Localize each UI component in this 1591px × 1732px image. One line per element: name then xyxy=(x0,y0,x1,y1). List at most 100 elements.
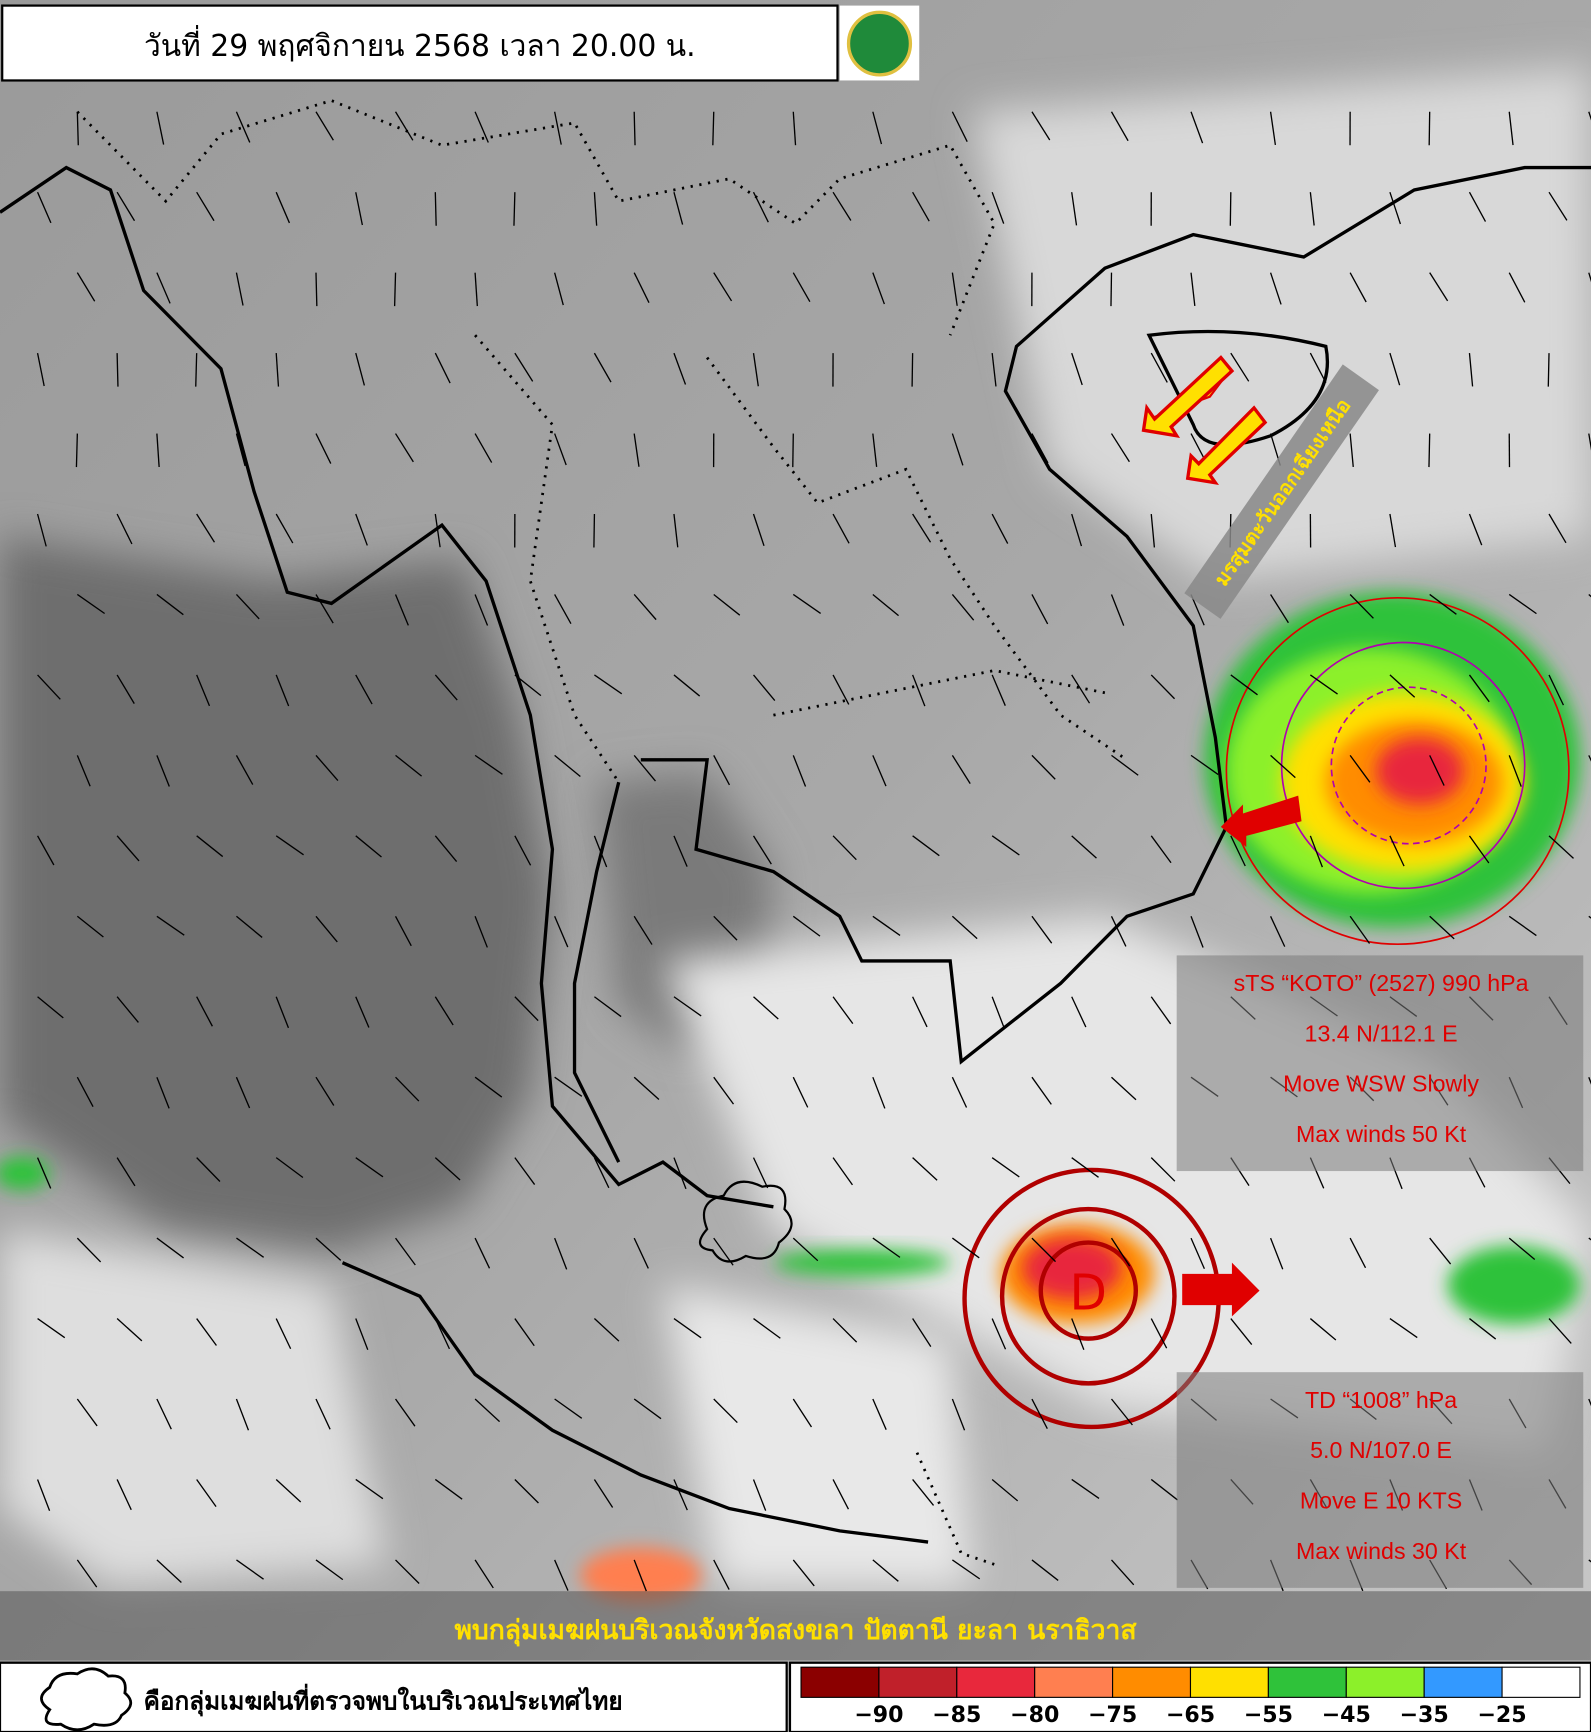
color-scale: −90 −85 −80 −75 −65 −55 −45 −35 −25 xyxy=(800,1666,1581,1728)
rain-cloud-marker xyxy=(699,1180,793,1263)
wind-barb xyxy=(872,1237,901,1258)
storm-info-line: Max winds 30 Kt xyxy=(1296,1538,1467,1564)
wind-barb xyxy=(713,1398,738,1424)
wind-barb xyxy=(752,1157,769,1189)
wind-barb xyxy=(434,513,441,548)
wind-barb xyxy=(1429,1237,1452,1265)
wind-barb xyxy=(355,996,370,1028)
wind-barb xyxy=(912,996,928,1028)
wind-barb xyxy=(554,916,569,948)
wind-barb xyxy=(116,513,133,545)
wind-barb xyxy=(275,513,294,544)
wind-barb xyxy=(792,593,822,614)
wind-barb xyxy=(75,433,79,468)
wind-barb xyxy=(1468,353,1474,387)
scale-swatch xyxy=(956,1666,1036,1698)
depression-symbol: D xyxy=(1070,1264,1107,1321)
wind-barb xyxy=(872,915,901,936)
wind-barb xyxy=(1270,754,1296,779)
storm-info-line: Max winds 50 Kt xyxy=(1296,1121,1467,1147)
wind-barb xyxy=(1111,754,1139,776)
wind-barb xyxy=(912,1479,935,1506)
wind-barb xyxy=(792,1398,813,1428)
wind-barb xyxy=(1031,1559,1059,1581)
wind-barb xyxy=(713,915,738,941)
wind-barb xyxy=(156,915,185,936)
wind-barb xyxy=(76,272,96,302)
wind-barb xyxy=(1349,272,1367,303)
cloud-region xyxy=(972,67,1591,582)
wind-barb xyxy=(434,1478,463,1500)
wind-barb xyxy=(474,1398,501,1423)
wind-barb xyxy=(1031,754,1056,780)
wind-barb xyxy=(792,915,821,937)
wind-barb xyxy=(116,1157,136,1187)
wind-barb xyxy=(872,272,885,305)
wind-barb xyxy=(235,272,244,306)
wind-barb xyxy=(633,754,656,782)
wind-barb xyxy=(1468,674,1490,703)
wind-barb xyxy=(951,433,964,466)
wind-barb xyxy=(991,1478,1019,1502)
storm-info-line: Move E 10 KTS xyxy=(1300,1487,1462,1513)
wind-barb xyxy=(1071,674,1091,704)
wind-barb xyxy=(712,111,715,146)
wind-barb xyxy=(1110,433,1130,463)
wind-barb xyxy=(355,1157,384,1178)
scale-swatch xyxy=(800,1666,880,1698)
wind-barb xyxy=(275,1478,302,1503)
wind-barb xyxy=(593,835,608,868)
wind-barb xyxy=(832,513,850,544)
wind-barb xyxy=(593,352,612,383)
wind-barb xyxy=(474,594,489,626)
wind-barb xyxy=(76,915,104,938)
wind-barb xyxy=(474,111,489,143)
scale-swatch xyxy=(1423,1666,1503,1698)
wind-barb xyxy=(196,674,211,707)
wind-barb xyxy=(1110,594,1125,626)
wind-barb xyxy=(673,1318,702,1339)
wind-barb xyxy=(116,353,119,387)
wind-barb xyxy=(1588,433,1591,451)
scale-label: −80 xyxy=(1010,1702,1059,1728)
wind-barb xyxy=(1269,1237,1284,1270)
wind-barb xyxy=(1349,433,1354,467)
wind-barb xyxy=(991,191,1005,224)
wind-barb xyxy=(1071,352,1083,386)
wind-barb xyxy=(792,433,794,468)
wind-barb xyxy=(474,1559,494,1589)
wind-barb xyxy=(832,1318,858,1343)
wind-barb xyxy=(1309,1318,1337,1341)
wind-barb xyxy=(394,433,414,463)
wind-barb xyxy=(1071,835,1097,859)
wind-barb xyxy=(1468,191,1487,222)
wind-barb xyxy=(196,513,216,543)
wind-barb xyxy=(275,1157,304,1179)
wind-barb xyxy=(156,433,160,468)
wind-barb xyxy=(514,352,534,382)
wind-barb xyxy=(753,674,776,702)
wind-barb xyxy=(792,755,807,787)
wind-barb xyxy=(792,111,797,146)
wind-barb xyxy=(554,1398,583,1419)
typhoon-clouds xyxy=(1204,592,1580,946)
scale-swatch xyxy=(1345,1666,1425,1698)
wind-barb xyxy=(434,192,437,226)
wind-barb xyxy=(1548,674,1565,706)
rain-cloud-note: พบกลุ่มเมฆฝนบริเวณจังหวัดสงขลา ปัตตานี ย… xyxy=(454,1615,1137,1647)
cloud-icon xyxy=(40,1667,133,1732)
wind-barb xyxy=(951,272,958,306)
wind-barb xyxy=(792,1076,809,1108)
storm-info-line: sTS “KOTO” (2527) 990 hPa xyxy=(1234,970,1529,996)
wind-barb xyxy=(1190,594,1205,626)
scale-label: −25 xyxy=(1477,1702,1526,1728)
wind-barb xyxy=(1429,755,1445,786)
wind-barb xyxy=(1071,513,1083,547)
wind-barb xyxy=(355,1318,369,1351)
wind-barb xyxy=(156,111,165,145)
wind-barb xyxy=(1110,1559,1135,1586)
wind-barb xyxy=(1389,513,1397,548)
wind-barb xyxy=(713,272,733,302)
wind-barb xyxy=(1031,111,1051,141)
